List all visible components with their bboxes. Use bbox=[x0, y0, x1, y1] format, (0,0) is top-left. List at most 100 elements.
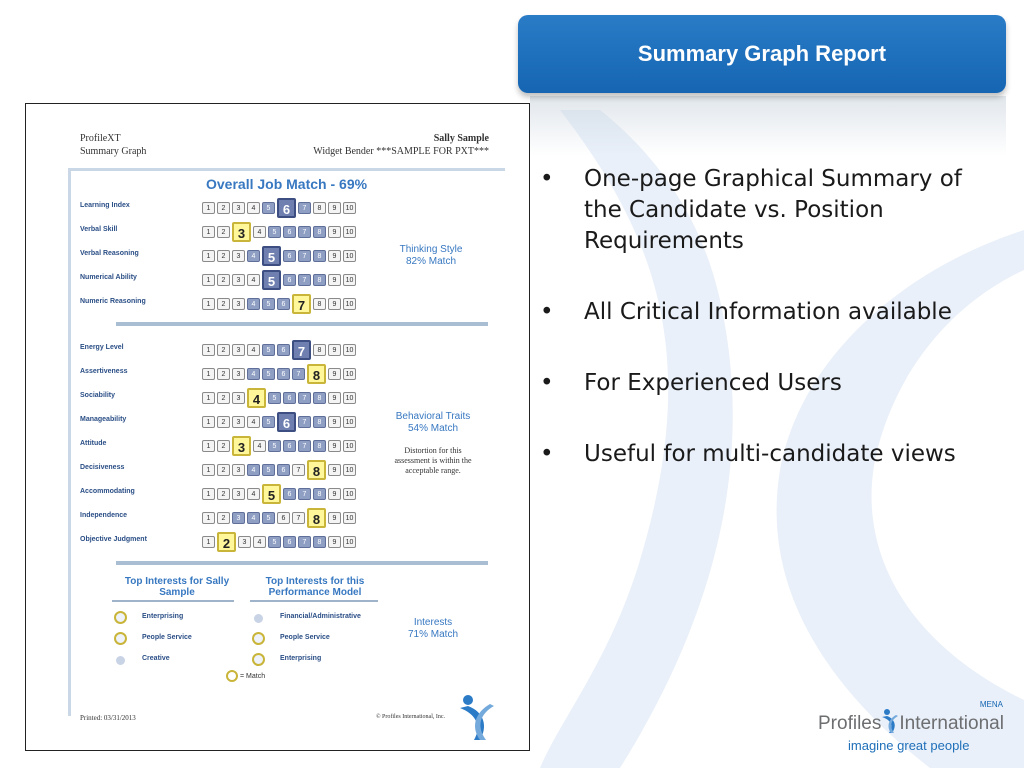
pattern-range-cell: 4 bbox=[247, 512, 260, 524]
scale-cell: 10 bbox=[343, 202, 356, 214]
scale-cell: 8 bbox=[313, 298, 326, 310]
match-ring-icon bbox=[114, 632, 127, 645]
score-cell: 4 bbox=[247, 388, 266, 408]
interest-label: People Service bbox=[142, 634, 192, 641]
trait-row: Learning Index 1 2 3 4 5 6 7 8 9 10 bbox=[80, 198, 380, 218]
score-cell: 8 bbox=[307, 460, 326, 480]
scale-cell: 10 bbox=[343, 368, 356, 380]
scale-cell: 2 bbox=[217, 274, 230, 286]
trait-row: Numeric Reasoning 1 2 3 4 5 6 7 8 9 10 bbox=[80, 294, 380, 314]
scale-cell: 8 bbox=[313, 202, 326, 214]
interest-label: Creative bbox=[142, 655, 170, 662]
scale-cell: 9 bbox=[328, 226, 341, 238]
pattern-range-cell: 7 bbox=[298, 392, 311, 404]
trait-row: Objective Judgment 1 2 3 4 5 6 7 8 9 10 bbox=[80, 532, 380, 552]
pattern-range-cell: 7 bbox=[292, 368, 305, 380]
scale-cell: 3 bbox=[232, 416, 245, 428]
pattern-range-cell: 6 bbox=[277, 368, 290, 380]
scale-cell: 1 bbox=[202, 464, 215, 476]
scale-cell: 4 bbox=[247, 344, 260, 356]
scale-cell: 2 bbox=[217, 392, 230, 404]
interests-underline bbox=[112, 600, 234, 602]
scale-cell: 9 bbox=[328, 464, 341, 476]
bullet-dot: • bbox=[540, 299, 554, 325]
score-cell: 8 bbox=[307, 364, 326, 384]
report-frame bbox=[68, 168, 505, 716]
scale-cell: 1 bbox=[202, 298, 215, 310]
position-name: Widget Bender ***SAMPLE FOR PXT*** bbox=[313, 146, 489, 157]
scale-cell: 9 bbox=[328, 274, 341, 286]
score-cell: 8 bbox=[307, 508, 326, 528]
scale-cell: 9 bbox=[328, 202, 341, 214]
trait-label: Sociability bbox=[80, 392, 116, 399]
trait-row: Numerical Ability 1 2 3 4 5 6 7 8 9 10 bbox=[80, 270, 380, 290]
bullet-text: One-page Graphical Summary of the Candid… bbox=[584, 166, 962, 254]
scale-cell: 1 bbox=[202, 226, 215, 238]
scale-cell: 2 bbox=[217, 416, 230, 428]
score-cell: 6 bbox=[277, 412, 296, 432]
trait-row: Sociability 1 2 3 4 5 6 7 8 9 10 bbox=[80, 388, 380, 408]
trait-label: Objective Judgment bbox=[80, 536, 147, 543]
report-product: ProfileXT bbox=[80, 133, 121, 144]
pattern-range-cell: 6 bbox=[283, 440, 296, 452]
scale-cell: 1 bbox=[202, 250, 215, 262]
interest-label: Enterprising bbox=[280, 655, 322, 662]
brand-name-right: International bbox=[899, 713, 1004, 734]
pattern-range-cell: 8 bbox=[313, 250, 326, 262]
bullet-dot: • bbox=[540, 166, 554, 192]
report-header-left: ProfileXT Summary Graph bbox=[80, 132, 146, 158]
pattern-range-cell: 5 bbox=[262, 512, 275, 524]
scale-cell: 3 bbox=[232, 298, 245, 310]
interests-summary: Interests 71% Match bbox=[388, 617, 478, 641]
scale-cell: 9 bbox=[328, 512, 341, 524]
trait-row: Verbal Skill 1 2 3 4 5 6 7 8 9 10 bbox=[80, 222, 380, 242]
scale-cell: 9 bbox=[328, 392, 341, 404]
pattern-range-cell: 6 bbox=[283, 274, 296, 286]
scale-cell: 3 bbox=[232, 250, 245, 262]
pattern-range-cell: 5 bbox=[262, 368, 275, 380]
scale-cell: 3 bbox=[232, 202, 245, 214]
match-key: = Match bbox=[226, 670, 265, 682]
distortion-note: Distortion for this assessment is within… bbox=[394, 446, 472, 475]
title-shadow bbox=[530, 96, 1006, 156]
trait-label: Manageability bbox=[80, 416, 127, 423]
scale-cell: 2 bbox=[217, 440, 230, 452]
pattern-range-cell: 5 bbox=[262, 202, 275, 214]
pattern-range-cell: 8 bbox=[313, 488, 326, 500]
pattern-range-cell: 7 bbox=[298, 274, 311, 286]
scale-cell: 2 bbox=[217, 250, 230, 262]
brand-name: Profiles International bbox=[818, 709, 1004, 735]
section-divider bbox=[116, 561, 488, 565]
scale-cell: 1 bbox=[202, 392, 215, 404]
candidate-name: Sally Sample bbox=[433, 133, 489, 144]
score-cell: 5 bbox=[262, 270, 281, 290]
bullet-dot: • bbox=[540, 441, 554, 467]
scale-cell: 2 bbox=[217, 226, 230, 238]
pattern-range-cell: 4 bbox=[247, 368, 260, 380]
interests-title: Interests bbox=[413, 617, 453, 628]
score-cell: 5 bbox=[262, 484, 281, 504]
pattern-range-cell: 8 bbox=[313, 536, 326, 548]
pattern-range-cell: 6 bbox=[283, 536, 296, 548]
match-ring-icon bbox=[252, 653, 265, 666]
pattern-range-cell: 4 bbox=[247, 250, 260, 262]
scale-cell: 9 bbox=[328, 344, 341, 356]
pattern-range-cell: 3 bbox=[232, 512, 245, 524]
interests-match: 71% Match bbox=[407, 629, 459, 640]
scale-cell: 10 bbox=[343, 274, 356, 286]
report-copyright: © Profiles International, Inc. bbox=[376, 714, 446, 720]
pattern-range-cell: 4 bbox=[247, 298, 260, 310]
trait-label: Verbal Skill bbox=[80, 226, 118, 233]
trait-row: Attitude 1 2 3 4 5 6 7 8 9 10 bbox=[80, 436, 380, 456]
scale-cell: 10 bbox=[343, 464, 356, 476]
pattern-range-cell: 5 bbox=[268, 392, 281, 404]
scale-cell: 7 bbox=[292, 464, 305, 476]
pattern-range-cell: 7 bbox=[298, 226, 311, 238]
score-cell: 2 bbox=[217, 532, 236, 552]
thinking-style-title: Thinking Style bbox=[399, 244, 463, 255]
trait-label: Learning Index bbox=[80, 202, 130, 209]
scale-cell: 2 bbox=[217, 298, 230, 310]
pattern-range-cell: 5 bbox=[268, 226, 281, 238]
bullet-text: For Experienced Users bbox=[584, 370, 842, 396]
